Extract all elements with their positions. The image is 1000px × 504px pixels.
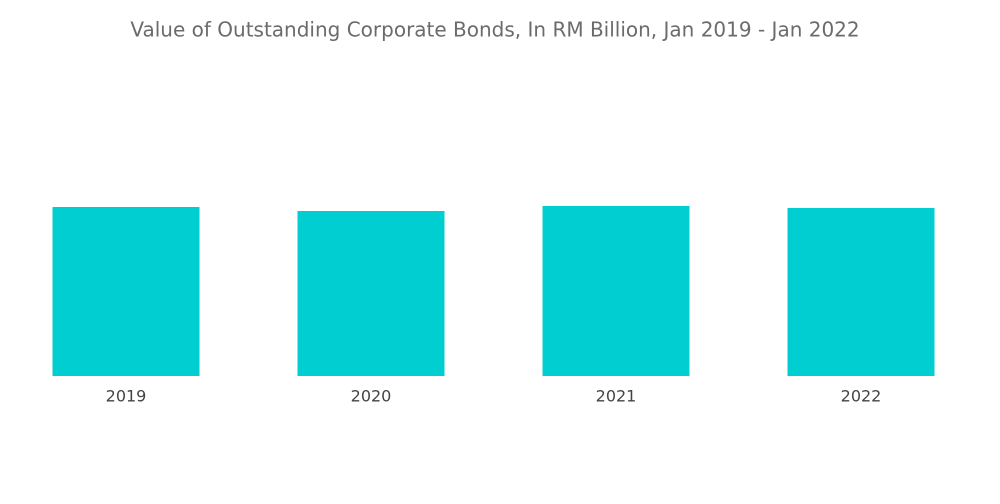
x-tick-label: 2019 [106, 387, 147, 406]
bar [297, 211, 445, 376]
x-tick-label: 2020 [351, 387, 392, 406]
bar [787, 208, 935, 376]
x-tick-label: 2021 [596, 387, 637, 406]
x-tick-label: 2022 [841, 387, 882, 406]
chart-title: Value of Outstanding Corporate Bonds, In… [130, 18, 859, 42]
bar [52, 207, 200, 376]
bar [542, 206, 690, 376]
